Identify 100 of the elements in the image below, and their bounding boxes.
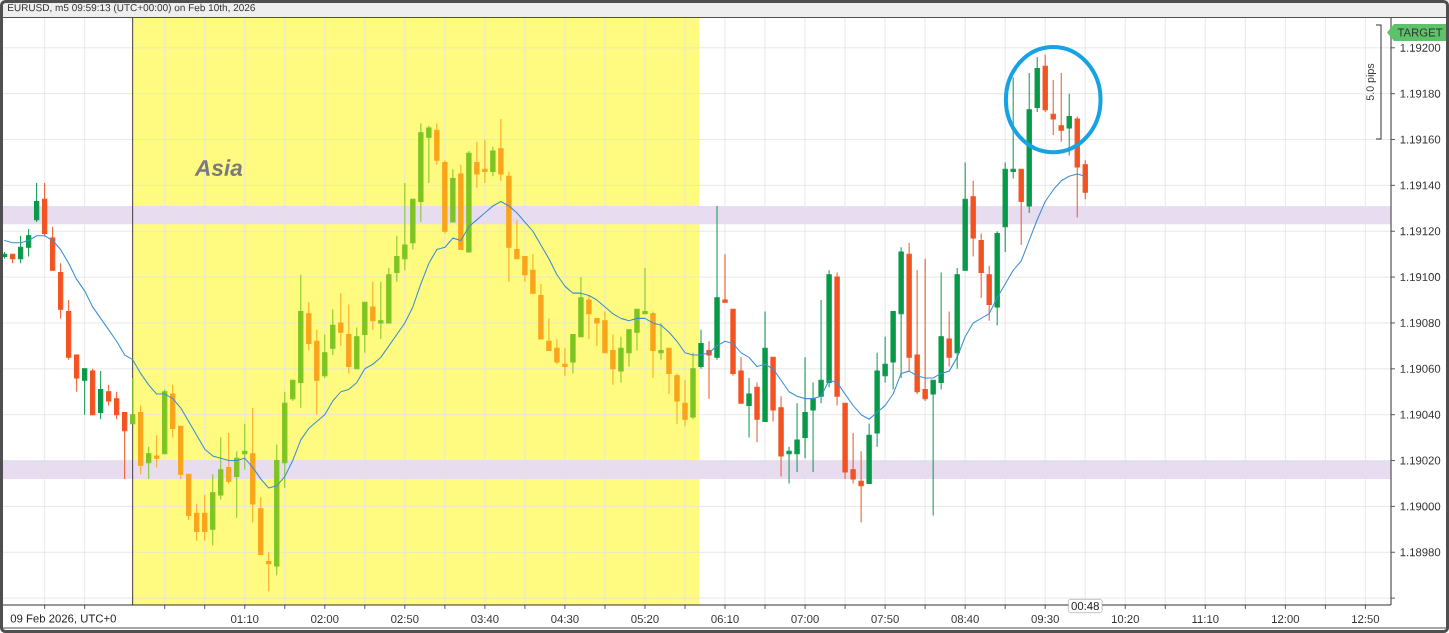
- candlestick: [578, 276, 584, 338]
- candlestick: [954, 267, 960, 370]
- candlestick: [978, 233, 984, 299]
- y-tick-label: 1.19140: [1400, 181, 1441, 190]
- candlestick: [81, 368, 88, 416]
- candlestick: [33, 182, 40, 223]
- candlestick: [370, 281, 376, 331]
- y-tick-label: 1.19120: [1400, 227, 1441, 236]
- candlestick: [218, 437, 224, 501]
- candlestick: [442, 159, 448, 235]
- candlestick: [1058, 72, 1064, 143]
- x-tick-label: 12:50: [1352, 615, 1380, 624]
- candlestick: [850, 432, 856, 484]
- candlestick: [458, 164, 464, 251]
- candlestick: [106, 384, 112, 407]
- candlestick: [234, 450, 240, 519]
- candlestick: [530, 253, 536, 294]
- candlestick: [402, 182, 408, 271]
- candlestick: [514, 219, 520, 260]
- candlestick: [362, 301, 368, 354]
- candlestick: [538, 283, 544, 340]
- candlestick: [89, 368, 96, 416]
- candlestick: [554, 338, 560, 365]
- y-tick-label: 1.19060: [1400, 364, 1441, 373]
- candlestick: [1002, 161, 1008, 253]
- candlestick: [842, 402, 848, 480]
- candlestick: [682, 379, 688, 427]
- candlestick: [290, 379, 296, 402]
- candlestick: [170, 384, 176, 439]
- candlestick: [778, 395, 784, 478]
- candlestick: [1042, 54, 1048, 113]
- annotation: 5.0 pips: [1366, 63, 1376, 101]
- candlestick: [610, 333, 616, 386]
- y-tick-label: 1.19080: [1400, 318, 1441, 327]
- candlestick: [426, 125, 432, 184]
- candlestick: [714, 205, 720, 361]
- candlestick: [65, 299, 72, 361]
- candlestick: [162, 388, 168, 455]
- candlestick: [858, 450, 864, 523]
- candlestick: [138, 405, 144, 475]
- candlestick: [666, 347, 672, 395]
- candlestick: [786, 446, 792, 484]
- candlestick: [986, 265, 992, 322]
- text: TARGET: [1397, 28, 1443, 37]
- text: 09 Feb 2026, UTC+0: [10, 614, 116, 624]
- candlestick: [41, 182, 48, 237]
- candlestick: [73, 354, 80, 393]
- candlestick: [730, 308, 736, 377]
- candlestick: [690, 352, 696, 420]
- candlestick: [1050, 79, 1056, 136]
- candlestick: [474, 141, 480, 189]
- candlestick: [914, 269, 920, 395]
- candlestick: [178, 425, 184, 480]
- candlestick: [1026, 72, 1032, 214]
- candlestick: [770, 356, 776, 423]
- candlestick: [282, 391, 288, 489]
- candlestick: [506, 171, 512, 283]
- candlestick: [378, 281, 384, 340]
- x-tick-label: 07:50: [871, 615, 899, 624]
- x-tick-label: 06:10: [711, 615, 739, 624]
- candlestick: [130, 377, 136, 425]
- candlestick: [794, 402, 800, 473]
- candlestick: [562, 347, 568, 377]
- candlestick: [818, 299, 824, 404]
- candlestick: [450, 168, 456, 223]
- candlestick: [930, 379, 936, 517]
- x-tick-label: 02:00: [311, 615, 339, 624]
- candlestick: [482, 139, 488, 184]
- x-tick-label: 12:00: [1272, 615, 1300, 624]
- candlestick: [810, 382, 816, 473]
- candlestick: [17, 235, 24, 264]
- candlestick: [57, 262, 64, 319]
- candlestick: [490, 145, 496, 177]
- candlestick: [250, 407, 256, 523]
- candlestick: [762, 311, 768, 423]
- candlestick: [394, 235, 400, 283]
- candlestick: [186, 473, 192, 521]
- candlestick: [418, 122, 424, 223]
- candlestick: [202, 494, 208, 542]
- candlestick: [898, 246, 904, 379]
- candlestick: [882, 336, 888, 384]
- annotation: 00:48: [1071, 602, 1099, 611]
- candlestick: [210, 473, 216, 546]
- candlestick: [546, 317, 552, 351]
- candlestick: [1066, 93, 1072, 157]
- candlestick: [594, 317, 600, 347]
- candlestick: [802, 356, 808, 459]
- y-tick-label: 1.18980: [1400, 548, 1441, 557]
- candlestick: [834, 272, 840, 407]
- candlestick: [346, 304, 352, 374]
- candlestick: [522, 255, 528, 283]
- candlestick: [322, 333, 328, 379]
- candlestick: [146, 446, 152, 480]
- y-tick-label: 1.19020: [1400, 456, 1441, 465]
- y-tick-label: 1.19160: [1400, 135, 1441, 144]
- candlestick: [274, 443, 280, 576]
- candlestick: [434, 122, 440, 166]
- candlestick: [1010, 77, 1016, 179]
- candlestick: [266, 551, 272, 592]
- x-tick-label: 02:50: [391, 615, 419, 624]
